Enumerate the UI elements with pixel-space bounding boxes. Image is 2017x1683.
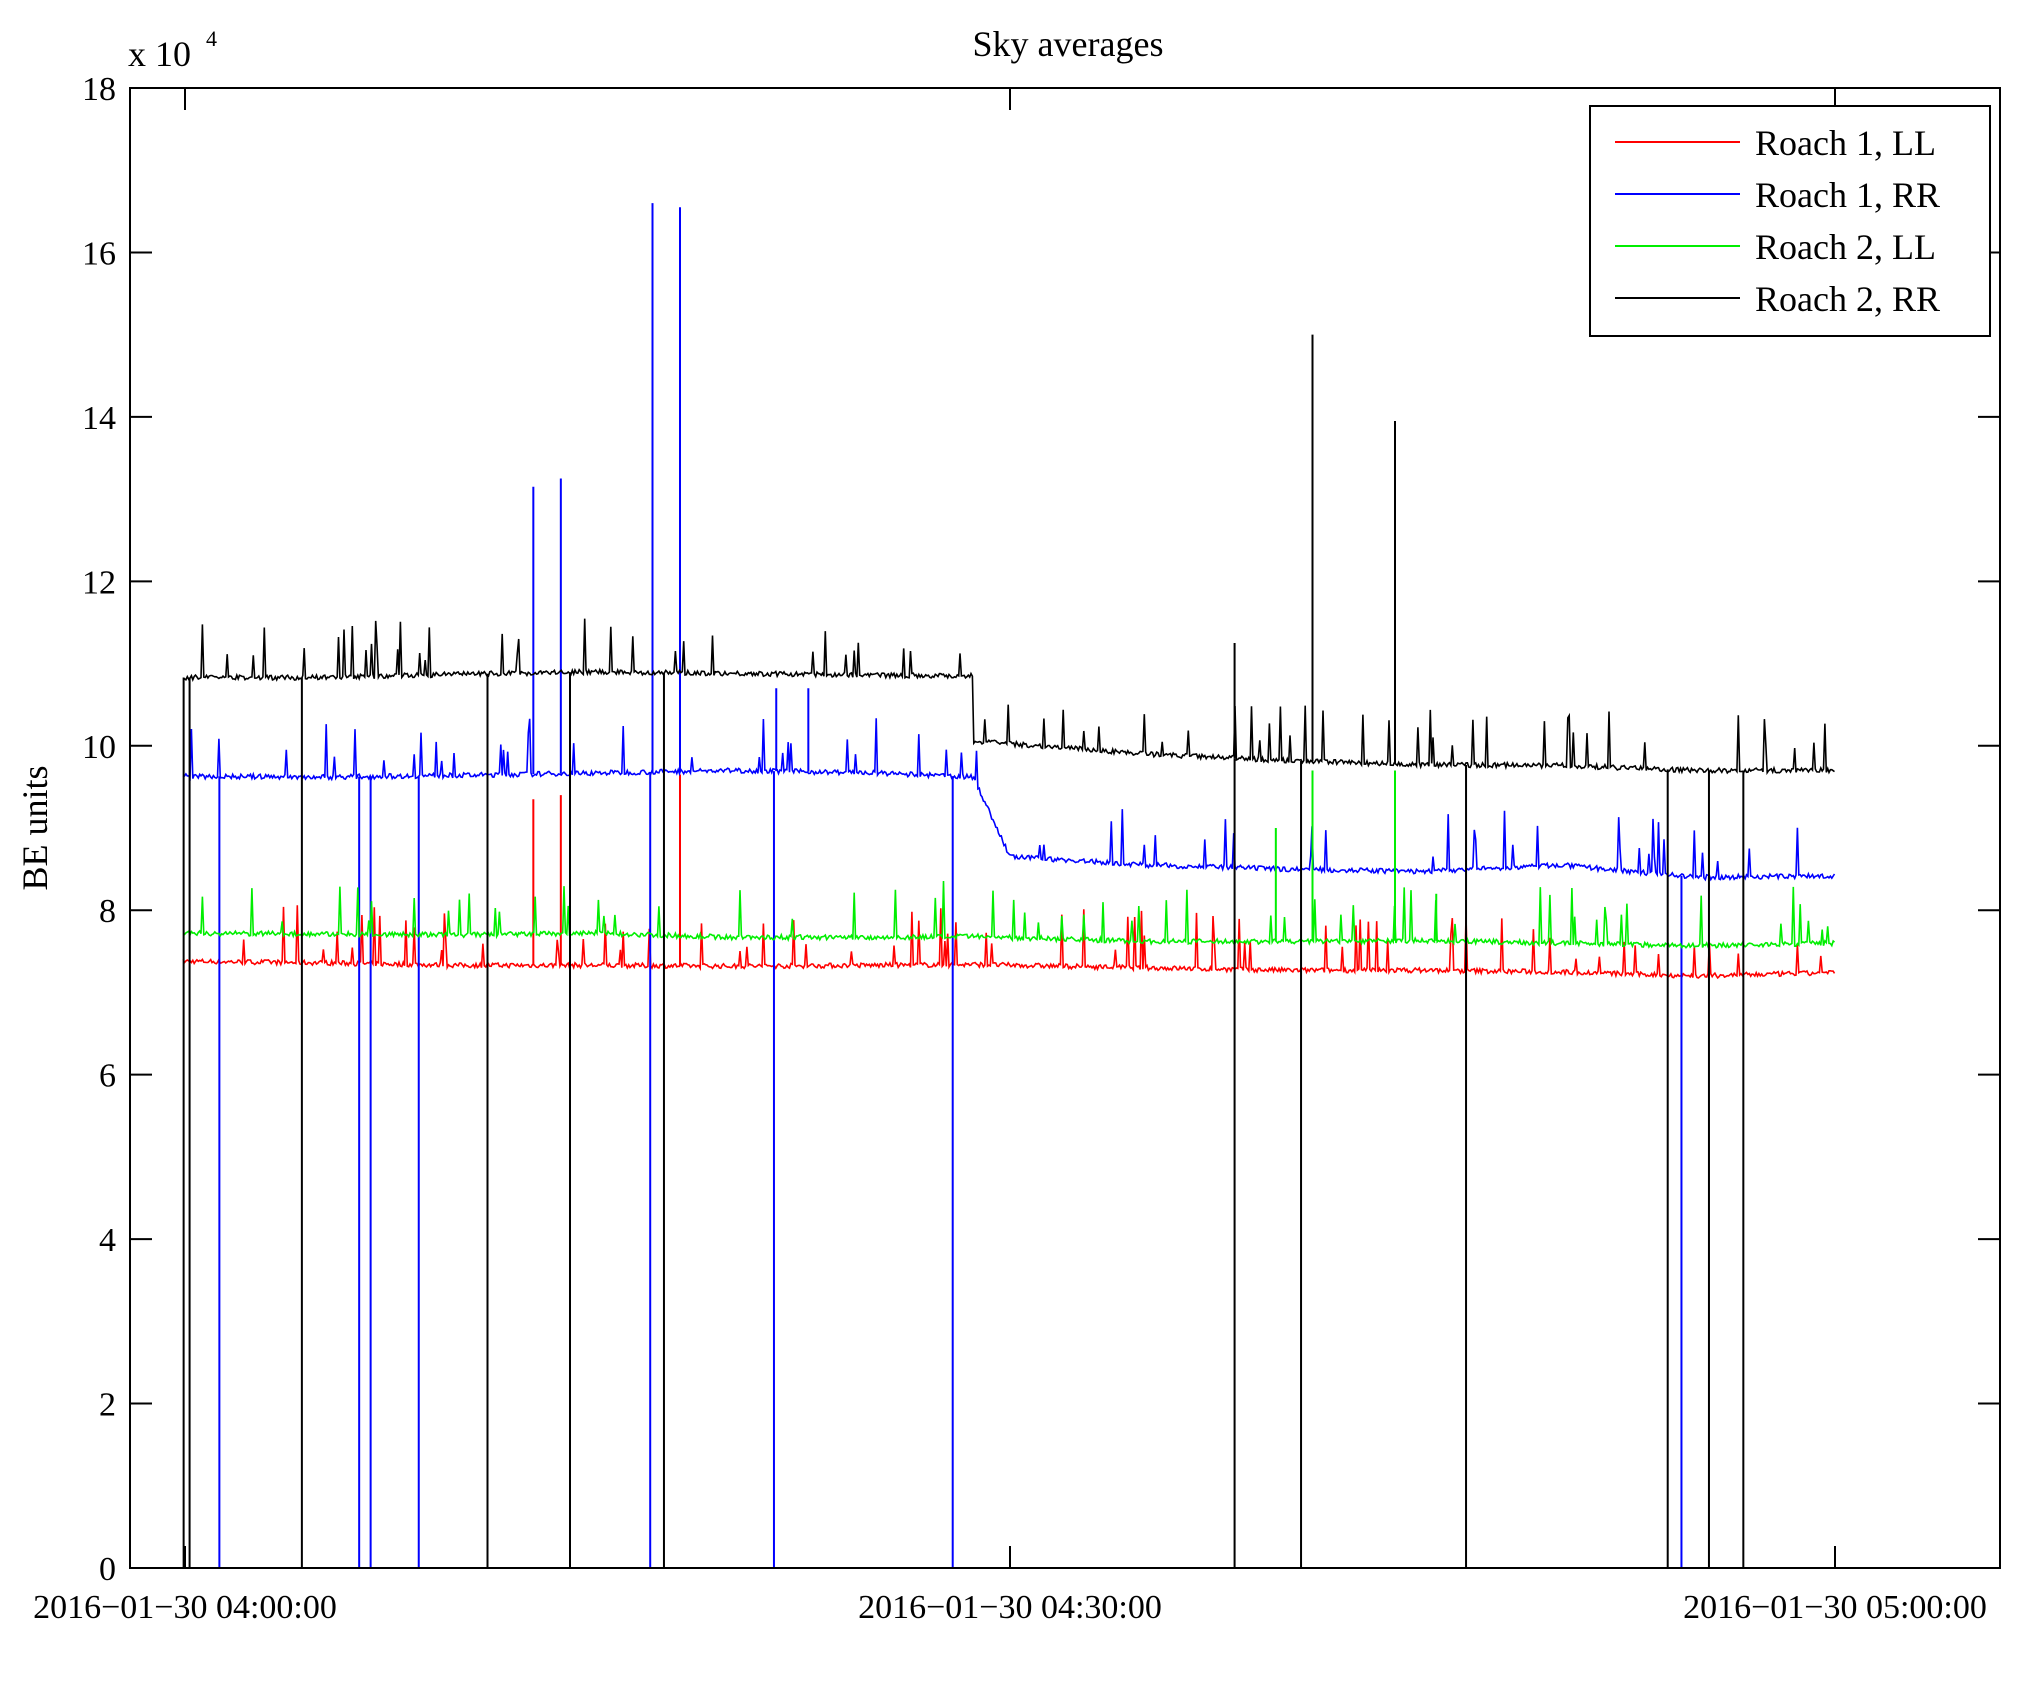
series-line [182,880,1836,950]
legend-label: Roach 2, LL [1755,227,1936,267]
axes-layer: 0 2 4 6 8 10 12 14 16 18 2016−01−30 04:00:00 2016−0… [33,71,2000,1626]
series-1 [182,774,1836,980]
y-axis-label: BE units [15,765,55,890]
legend: Roach 1, LL Roach 1, RR Roach 2, LL Roach 2… [1589,105,1991,337]
x-tick-label: 2016−01−30 05:00:00 [1683,1589,1987,1626]
y-tick-label: 14 [82,400,116,437]
y-tick-label: 2 [99,1387,116,1424]
legend-label: Roach 2, RR [1755,279,1940,319]
y-multiplier-exponent: 4 [206,26,217,51]
y-tick-label: 16 [82,235,116,272]
x-tick-label: 2016−01−30 04:00:00 [33,1589,337,1626]
series-line [182,718,1836,882]
legend-label: Roach 1, LL [1755,123,1936,163]
y-tick-label: 10 [82,729,116,766]
series-line [182,905,1836,980]
series-layer [182,203,1836,1568]
y-tick-label: 6 [99,1058,116,1095]
y-tick-label: 12 [82,564,116,601]
legend-label: Roach 1, RR [1755,175,1940,215]
y-tick-label: 8 [99,893,116,930]
y-tick-label: 0 [99,1551,116,1588]
x-tick-label: 2016−01−30 04:30:00 [858,1589,1162,1626]
chart-title: Sky averages [973,24,1164,64]
plot-frame [129,87,2001,1569]
series-2 [182,203,1836,1568]
y-multiplier-base: x 10 [128,34,191,74]
y-tick-label: 4 [99,1222,116,1259]
series-3 [182,770,1836,950]
series-line [183,618,1835,776]
series-4 [182,334,1835,1568]
y-tick-label: 18 [82,71,116,108]
